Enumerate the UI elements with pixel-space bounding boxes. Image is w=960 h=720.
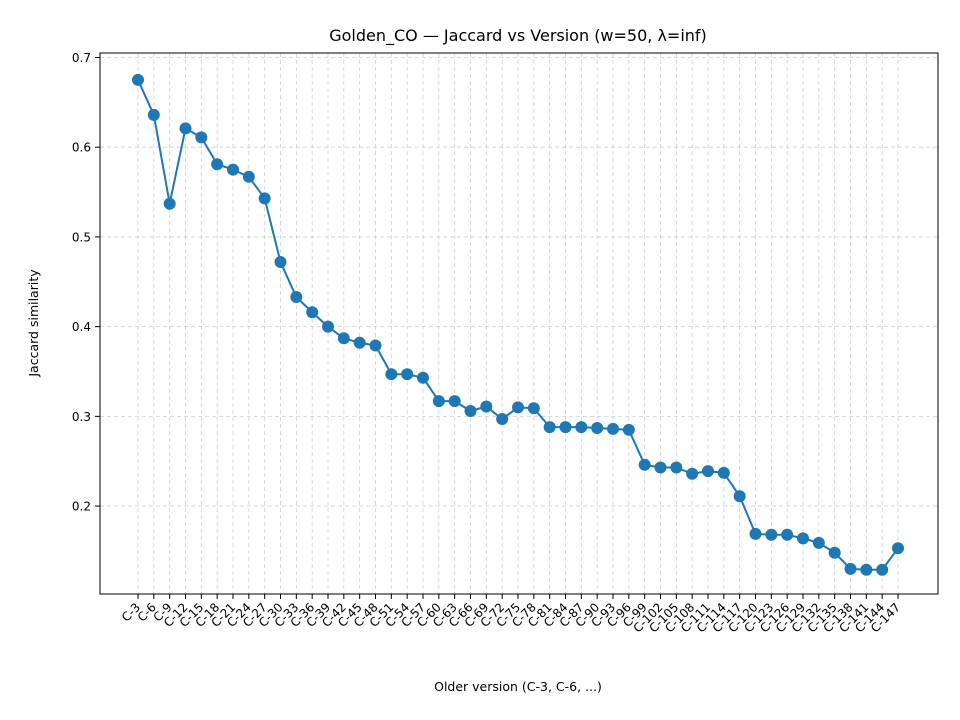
data-point bbox=[417, 371, 429, 384]
data-point bbox=[622, 423, 635, 436]
data-point bbox=[147, 108, 160, 121]
data-point bbox=[211, 158, 224, 171]
y-tick-label: 0.3 bbox=[72, 410, 91, 424]
data-point bbox=[686, 467, 699, 480]
data-point bbox=[702, 465, 714, 478]
data-point bbox=[464, 404, 477, 417]
chart-title: Golden_CO — Jaccard vs Version (w=50, λ=… bbox=[329, 26, 707, 46]
data-point bbox=[290, 291, 303, 304]
data-point bbox=[781, 528, 794, 541]
data-point bbox=[274, 256, 287, 269]
data-point bbox=[860, 563, 873, 576]
data-point bbox=[749, 527, 762, 540]
data-point bbox=[844, 562, 857, 575]
x-axis-ticks: C-3C-6C-9C-12C-15C-18C-21C-24C-27C-30C-3… bbox=[119, 594, 903, 635]
data-point bbox=[179, 122, 192, 135]
data-point bbox=[258, 192, 271, 205]
y-tick-label: 0.2 bbox=[72, 500, 91, 514]
data-point bbox=[163, 197, 176, 210]
data-point bbox=[559, 421, 572, 434]
plot-frame bbox=[99, 52, 939, 595]
data-point bbox=[543, 421, 556, 434]
data-point bbox=[227, 163, 239, 176]
data-point bbox=[132, 73, 144, 86]
data-point bbox=[797, 532, 809, 545]
y-axis-label: Jaccard similarity bbox=[26, 269, 41, 378]
data-point bbox=[527, 402, 540, 415]
data-point bbox=[654, 461, 667, 474]
data-point bbox=[733, 490, 746, 503]
grid bbox=[100, 53, 938, 594]
data-point bbox=[369, 339, 382, 352]
data-point bbox=[322, 320, 334, 333]
data-point bbox=[448, 395, 461, 408]
data-point bbox=[670, 461, 683, 474]
data-point bbox=[892, 542, 904, 555]
data-point bbox=[337, 332, 350, 345]
data-point bbox=[242, 170, 255, 183]
data-point bbox=[480, 400, 493, 413]
data-point bbox=[512, 401, 524, 414]
y-axis-ticks: 0.2 0.3 0.4 0.5 0.6 0.7 bbox=[72, 51, 100, 514]
y-tick-label: 0.5 bbox=[72, 230, 91, 244]
data-point bbox=[432, 395, 445, 408]
data-point bbox=[717, 466, 730, 479]
data-point bbox=[353, 336, 366, 349]
y-tick-label: 0.7 bbox=[72, 51, 91, 65]
data-point bbox=[575, 421, 588, 434]
data-point bbox=[306, 306, 319, 319]
data-point bbox=[401, 368, 414, 381]
x-axis-label: Older version (C-3, C-6, ...) bbox=[434, 679, 602, 694]
data-point bbox=[607, 422, 619, 435]
data-point bbox=[638, 458, 651, 471]
data-point bbox=[591, 422, 604, 435]
data-point bbox=[195, 131, 208, 144]
data-point bbox=[812, 536, 825, 549]
y-tick-label: 0.6 bbox=[72, 141, 91, 155]
data-point bbox=[876, 563, 889, 576]
data-point bbox=[496, 413, 509, 426]
y-tick-label: 0.4 bbox=[72, 320, 91, 334]
data-point bbox=[828, 546, 841, 559]
data-point bbox=[765, 528, 778, 541]
data-point bbox=[385, 368, 398, 381]
series-group bbox=[132, 73, 904, 576]
